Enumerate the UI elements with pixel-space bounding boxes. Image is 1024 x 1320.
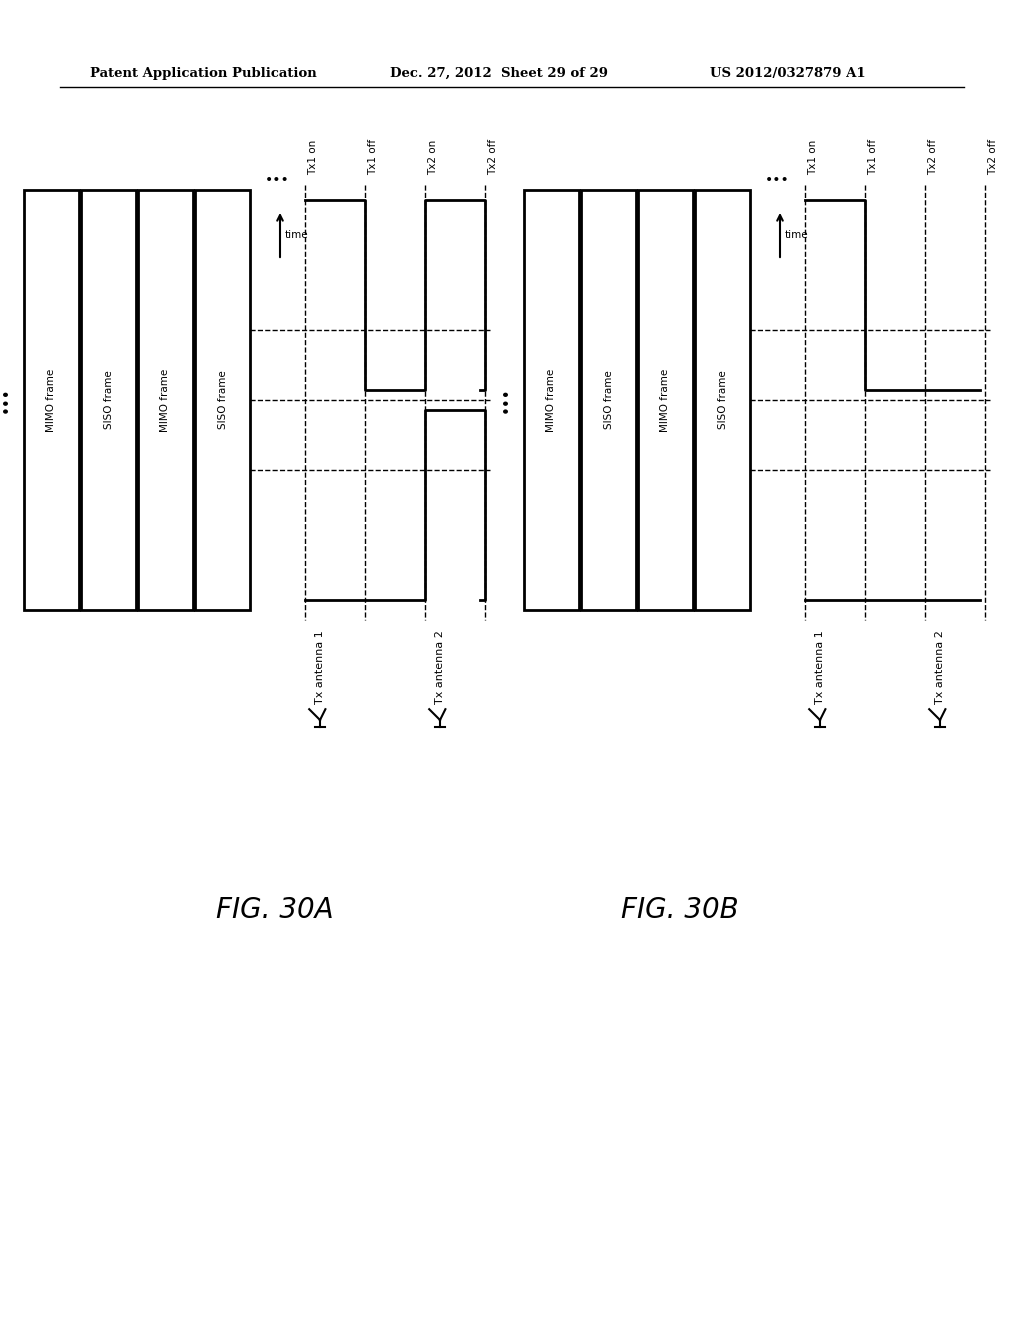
Text: MIMO frame: MIMO frame (547, 368, 556, 432)
Text: Tx1 off: Tx1 off (368, 139, 378, 176)
Text: MIMO frame: MIMO frame (161, 368, 171, 432)
Text: time: time (285, 230, 308, 240)
Text: Tx2 off: Tx2 off (928, 139, 938, 176)
Text: FIG. 30B: FIG. 30B (622, 896, 738, 924)
Text: Tx antenna 2: Tx antenna 2 (935, 630, 945, 704)
Text: Tx1 off: Tx1 off (868, 139, 878, 176)
Text: Tx2 off: Tx2 off (488, 139, 498, 176)
Text: •••: ••• (765, 173, 790, 187)
Text: •••: ••• (499, 387, 513, 413)
Text: Tx2 off: Tx2 off (988, 139, 998, 176)
Text: Tx1 on: Tx1 on (808, 140, 818, 176)
Text: Dec. 27, 2012  Sheet 29 of 29: Dec. 27, 2012 Sheet 29 of 29 (390, 66, 608, 79)
Text: Tx antenna 1: Tx antenna 1 (315, 630, 325, 704)
Bar (695, 190, 750, 610)
Text: SISO frame: SISO frame (718, 371, 727, 429)
Text: Tx1 on: Tx1 on (308, 140, 318, 176)
Bar (81, 190, 136, 610)
Text: Patent Application Publication: Patent Application Publication (90, 66, 316, 79)
Text: Tx antenna 2: Tx antenna 2 (435, 630, 445, 704)
Bar (138, 190, 193, 610)
Text: time: time (785, 230, 809, 240)
Text: SISO frame: SISO frame (603, 371, 613, 429)
Text: FIG. 30A: FIG. 30A (216, 896, 334, 924)
Text: MIMO frame: MIMO frame (660, 368, 671, 432)
Text: SISO frame: SISO frame (103, 371, 114, 429)
Bar (638, 190, 693, 610)
Bar (581, 190, 636, 610)
Text: Tx antenna 1: Tx antenna 1 (815, 630, 825, 704)
Text: Tx2 on: Tx2 on (428, 140, 438, 176)
Text: •••: ••• (265, 173, 290, 187)
Bar (24, 190, 79, 610)
Text: SISO frame: SISO frame (217, 371, 227, 429)
Text: US 2012/0327879 A1: US 2012/0327879 A1 (710, 66, 865, 79)
Bar (524, 190, 579, 610)
Bar (195, 190, 250, 610)
Text: MIMO frame: MIMO frame (46, 368, 56, 432)
Text: •••: ••• (0, 387, 13, 413)
